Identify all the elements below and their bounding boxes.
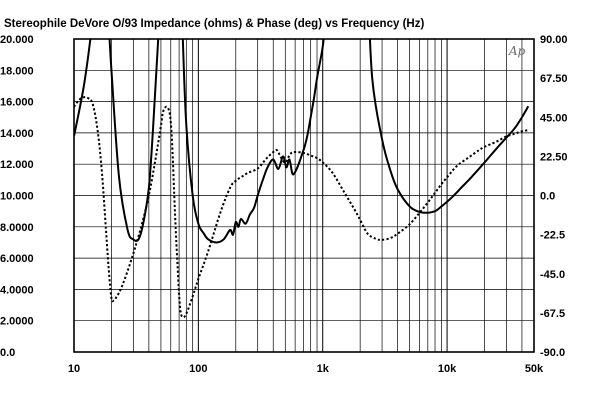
y-tick-label-right: -22.5 xyxy=(540,230,565,242)
y-tick-label-left: 8.0000 xyxy=(0,222,34,234)
y-tick-label-left: 2.0000 xyxy=(0,316,34,328)
y-tick-label-right: 45.00 xyxy=(540,112,568,124)
y-tick-label-right: -45.0 xyxy=(540,269,565,281)
y-tick-label-right: -67.5 xyxy=(540,308,565,320)
tick-labels: 0.0 2.0000 4.0000 6.0000 8.0000 10.000 12.000 1… xyxy=(0,34,568,375)
y-tick-label-left: 18.000 xyxy=(0,65,34,77)
phase-series-line xyxy=(74,96,529,319)
x-tick-label: 10k xyxy=(438,363,457,375)
y-tick-label-left: 14.000 xyxy=(0,128,34,140)
x-tick-label: 50k xyxy=(525,363,544,375)
y-tick-label-left: 10.000 xyxy=(0,191,34,203)
y-tick-label-right: -90.0 xyxy=(540,347,565,359)
y-tick-label-left: 16.000 xyxy=(0,97,34,109)
y-tick-label-left: 12.000 xyxy=(0,159,34,171)
grid-lines xyxy=(74,39,534,352)
y-tick-label-right: 67.50 xyxy=(540,73,568,85)
y-tick-label-left: 0.0 xyxy=(0,347,15,359)
chart-title: Stereophile DeVore O/93 Impedance (ohms)… xyxy=(4,18,424,30)
y-tick-label-left: 20.000 xyxy=(0,34,34,46)
x-tick-label: 1k xyxy=(317,363,330,375)
x-tick-label: 10 xyxy=(68,363,80,375)
ap-logo-mark: Ap xyxy=(508,44,526,58)
y-tick-label-right: 90.00 xyxy=(540,34,568,46)
y-tick-label-right: 22.50 xyxy=(540,151,568,163)
y-tick-label-right: 0.0 xyxy=(540,191,555,203)
x-tick-label: 100 xyxy=(189,363,207,375)
y-tick-label-left: 6.0000 xyxy=(0,253,34,265)
annotations: Ap xyxy=(508,44,526,58)
y-tick-label-left: 4.0000 xyxy=(0,284,34,296)
data-series xyxy=(74,39,530,319)
impedance-series-line xyxy=(74,39,530,244)
